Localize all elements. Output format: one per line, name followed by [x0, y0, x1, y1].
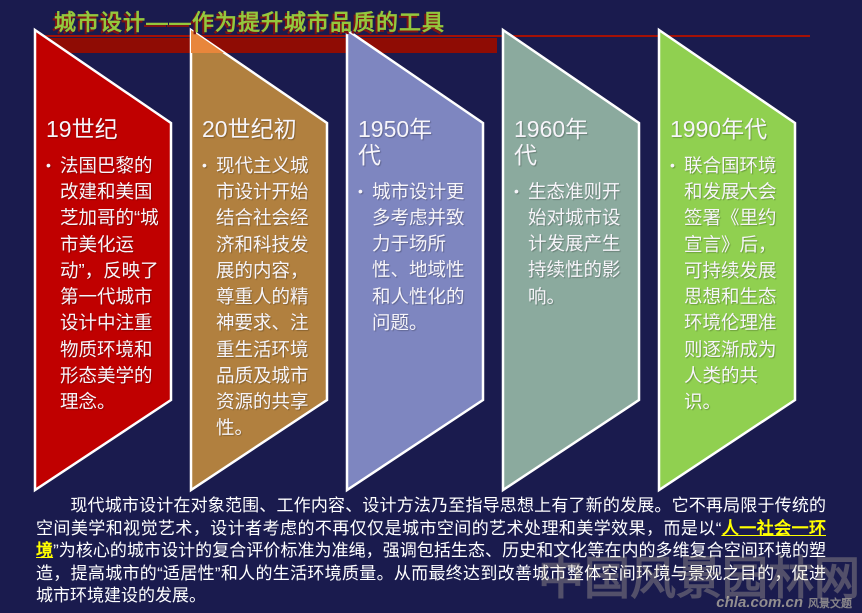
banner-shape-icon [189, 27, 329, 493]
banner-shape-icon [345, 27, 485, 493]
era-bullet: • 生态准则开始对城市设计发展产生持续性的影响。 [514, 179, 628, 310]
era-banner-1990s: 1990年代 • 联合国环境和发展大会签署《里约宣言》后，可持续发展思想和生态环… [657, 27, 797, 493]
era-bullet-text: 联合国环境和发展大会签署《里约宣言》后，可持续发展思想和生态环境伦理准则逐渐成为… [684, 154, 777, 413]
era-shape [345, 27, 485, 493]
era-shape [33, 27, 173, 493]
era-banner-1960s: 1960年 代 • 生态准则开始对城市设计发展产生持续性的影响。 [501, 27, 641, 493]
era-bullet: • 城市设计更多考虑并致力于场所性、地域性和人性化的问题。 [358, 179, 472, 337]
era-title: 1950年 代 [358, 116, 433, 168]
era-title: 19世纪 [46, 116, 118, 142]
bullet-marker-icon: • [46, 156, 51, 173]
summary-text-2: ”为核心的城市设计的复合评价标准为准绳，强调包括生态、历史和文化等在内的多维复合… [36, 541, 826, 605]
summary-highlight: 人一社会一环境 [36, 518, 826, 561]
banner-shape-icon [501, 27, 641, 493]
banner-shape-icon [657, 27, 797, 493]
era-banner-early-20th-century: 20世纪初 • 现代主义城市设计开始结合社会经济和科技发展的内容，尊重人的精神要… [189, 27, 329, 493]
era-title: 1960年 代 [514, 116, 589, 168]
bullet-marker-icon: • [202, 156, 207, 173]
bullet-marker-icon: • [670, 156, 675, 173]
era-content: 19世纪 • 法国巴黎的改建和美国芝加哥的“城市美化运动”，反映了第一代城市设计… [46, 116, 160, 416]
era-content: 20世纪初 • 现代主义城市设计开始结合社会经济和科技发展的内容，尊重人的精神要… [202, 116, 316, 442]
era-title: 20世纪初 [202, 116, 297, 142]
summary-text-1: 现代城市设计在对象范围、工作内容、设计方法乃至指导思想上有了新的发展。它不再局限… [36, 496, 826, 538]
page-title: 城市设计——作为提升城市品质的工具 [54, 10, 446, 35]
era-content: 1990年代 • 联合国环境和发展大会签署《里约宣言》后，可持续发展思想和生态环… [670, 116, 784, 416]
era-banner-1950s: 1950年 代 • 城市设计更多考虑并致力于场所性、地域性和人性化的问题。 [345, 27, 485, 493]
era-bullet-text: 生态准则开始对城市设计发展产生持续性的影响。 [528, 180, 621, 307]
era-bullet: • 联合国环境和发展大会签署《里约宣言》后，可持续发展思想和生态环境伦理准则逐渐… [670, 153, 784, 416]
era-title: 1990年代 [670, 116, 768, 142]
era-shape [501, 27, 641, 493]
era-bullet-text: 现代主义城市设计开始结合社会经济和科技发展的内容，尊重人的精神要求、注重生活环境… [216, 154, 309, 439]
era-bullet: • 法国巴黎的改建和美国芝加哥的“城市美化运动”，反映了第一代城市设计中注重物质… [46, 153, 160, 416]
era-shape [657, 27, 797, 493]
summary-paragraph: 现代城市设计在对象范围、工作内容、设计方法乃至指导思想上有了新的发展。它不再局限… [36, 495, 826, 608]
era-bullet: • 现代主义城市设计开始结合社会经济和科技发展的内容，尊重人的精神要求、注重生活… [202, 153, 316, 442]
bullet-marker-icon: • [514, 182, 519, 199]
era-content: 1960年 代 • 生态准则开始对城市设计发展产生持续性的影响。 [514, 116, 628, 310]
era-content: 1950年 代 • 城市设计更多考虑并致力于场所性、地域性和人性化的问题。 [358, 116, 472, 337]
era-bullet-text: 法国巴黎的改建和美国芝加哥的“城市美化运动”，反映了第一代城市设计中注重物质环境… [60, 154, 159, 413]
bullet-marker-icon: • [358, 182, 363, 199]
accent-bar [40, 38, 497, 53]
era-banner-19th-century: 19世纪 • 法国巴黎的改建和美国芝加哥的“城市美化运动”，反映了第一代城市设计… [33, 27, 173, 493]
era-shape-corner-highlight [191, 30, 224, 53]
era-shape [189, 27, 329, 493]
era-bullet-text: 城市设计更多考虑并致力于场所性、地域性和人性化的问题。 [372, 180, 465, 333]
accent-line [40, 35, 810, 37]
banner-shape-icon [33, 27, 173, 493]
